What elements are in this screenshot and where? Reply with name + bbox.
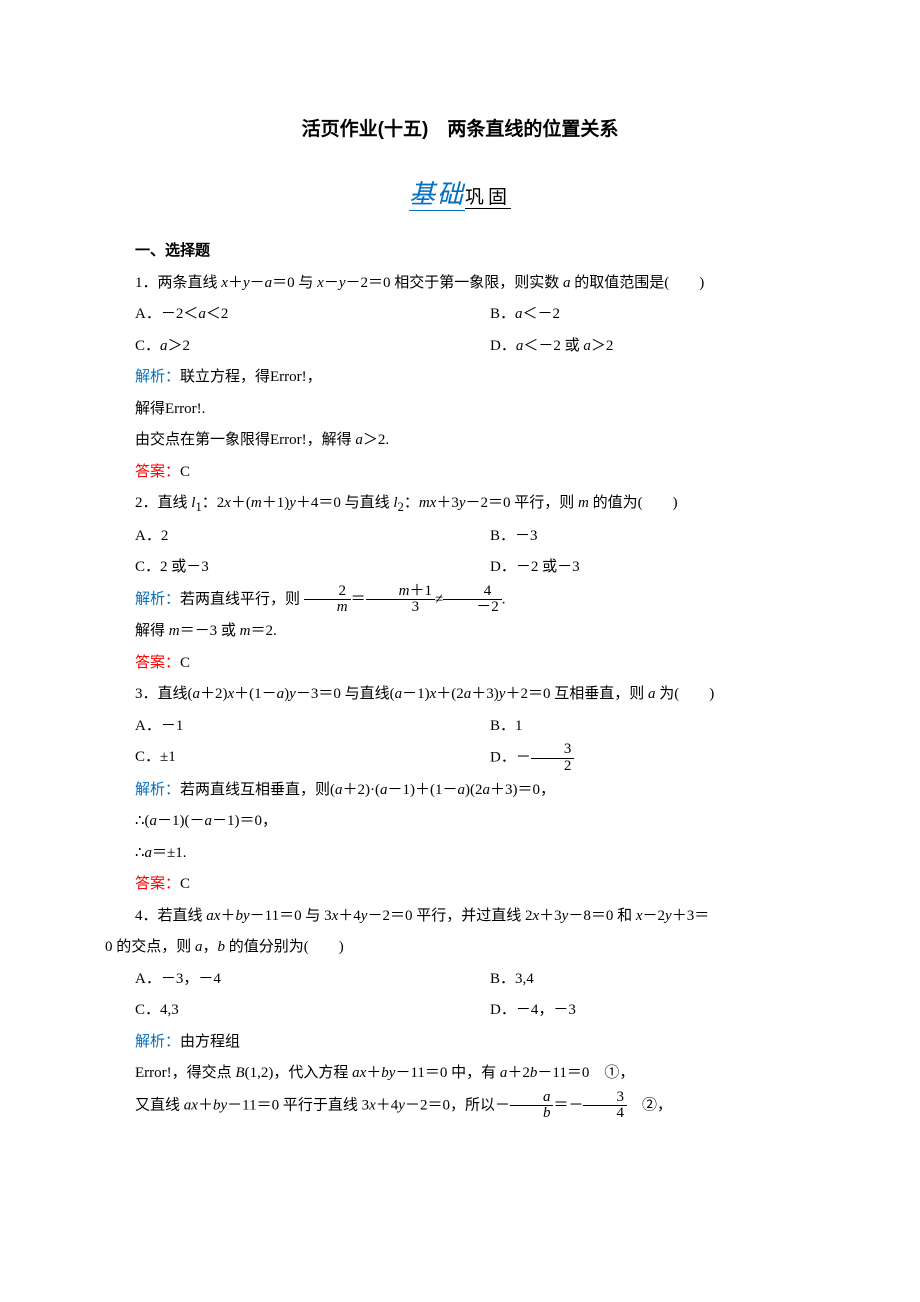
q4-choice-b: B．3,4: [460, 964, 815, 996]
page-subtitle: 基础巩固: [105, 168, 815, 223]
q3-analysis-1: 解析：若两直线互相垂直，则(a＋2)·(a－1)＋(1－a)(2a＋3)＝0，: [105, 775, 815, 807]
answer-label: 答案：: [135, 655, 180, 671]
analysis-label: 解析：: [135, 782, 180, 798]
q2-choice-d: D．－2 或－3: [460, 552, 815, 584]
subtitle-rest: 巩固: [465, 187, 511, 209]
q2-analysis-1: 解析：若两直线平行，则 2m＝m＋13≠4－2.: [105, 584, 815, 617]
q1-choice-a: A．－2＜a＜2: [105, 299, 460, 331]
q2-choice-a: A．2: [105, 521, 460, 553]
q1-analysis-3: 由交点在第一象限得Error!，解得 a＞2.: [105, 425, 815, 457]
q2-stem: 2．直线 l1：2x＋(m＋1)y＋4＝0 与直线 l2：mx＋3y－2＝0 平…: [105, 488, 815, 520]
q4-analysis-3: 又直线 ax＋by－11＝0 平行于直线 3x＋4y－2＝0，所以－ab＝－34…: [105, 1090, 815, 1123]
q3-stem: 3．直线(a＋2)x＋(1－a)y－3＝0 与直线(a－1)x＋(2a＋3)y＋…: [105, 679, 815, 711]
question-2: 2．直线 l1：2x＋(m＋1)y＋4＝0 与直线 l2：mx＋3y－2＝0 平…: [105, 488, 815, 679]
question-1: 1．两条直线 x＋y－a＝0 与 x－y－2＝0 相交于第一象限，则实数 a 的…: [105, 268, 815, 489]
fraction: m＋13: [366, 584, 435, 617]
page-title: 活页作业(十五) 两条直线的位置关系: [105, 110, 815, 150]
fraction: 4－2: [443, 584, 502, 617]
analysis-label: 解析：: [135, 1034, 180, 1050]
fraction: ab: [510, 1090, 554, 1123]
q4-stem-1: 4．若直线 ax＋by－11＝0 与 3x＋4y－2＝0 平行，并过直线 2x＋…: [105, 901, 815, 933]
q4-analysis-1: 解析：由方程组: [105, 1027, 815, 1059]
q1-stem: 1．两条直线 x＋y－a＝0 与 x－y－2＝0 相交于第一象限，则实数 a 的…: [105, 268, 815, 300]
q1-choice-b: B．a＜－2: [460, 299, 815, 331]
q2-choice-b: B．－3: [460, 521, 815, 553]
question-4: 4．若直线 ax＋by－11＝0 与 3x＋4y－2＝0 平行，并过直线 2x＋…: [105, 901, 815, 1123]
question-3: 3．直线(a＋2)x＋(1－a)y－3＝0 与直线(a－1)x＋(2a＋3)y＋…: [105, 679, 815, 901]
q4-choice-d: D．－4，－3: [460, 995, 815, 1027]
answer-label: 答案：: [135, 464, 180, 480]
q4-choice-a: A．－3，－4: [105, 964, 460, 996]
q2-choice-c: C．2 或－3: [105, 552, 460, 584]
q1-answer: 答案：C: [105, 457, 815, 489]
section-heading: 一、选择题: [105, 236, 815, 268]
q3-answer: 答案：C: [105, 869, 815, 901]
q3-choice-b: B．1: [460, 711, 815, 743]
q1-choice-d: D．a＜－2 或 a＞2: [460, 331, 815, 363]
q3-analysis-3: ∴a＝±1.: [105, 838, 815, 870]
q3-analysis-2: ∴(a－1)(－a－1)＝0，: [105, 806, 815, 838]
fraction: 32: [531, 742, 575, 775]
subtitle-hand: 基础: [409, 180, 465, 211]
q1-analysis-2: 解得Error!.: [105, 394, 815, 426]
q1-analysis-1: 解析：联立方程，得Error!，: [105, 362, 815, 394]
answer-label: 答案：: [135, 876, 180, 892]
q3-choice-c: C．±1: [105, 742, 460, 775]
q3-choice-a: A．－1: [105, 711, 460, 743]
q2-answer: 答案：C: [105, 648, 815, 680]
fraction: 34: [583, 1090, 627, 1123]
fraction: 2m: [304, 584, 351, 617]
q3-choice-d: D．－32: [460, 742, 815, 775]
analysis-label: 解析：: [135, 369, 180, 385]
q4-analysis-2: Error!，得交点 B(1,2)，代入方程 ax＋by－11＝0 中，有 a＋…: [105, 1058, 815, 1090]
q4-stem-2: 0 的交点，则 a，b 的值分别为( ): [105, 932, 815, 964]
q4-choice-c: C．4,3: [105, 995, 460, 1027]
q1-choice-c: C．a＞2: [105, 331, 460, 363]
q2-analysis-2: 解得 m＝－3 或 m＝2.: [105, 616, 815, 648]
analysis-label: 解析：: [135, 591, 180, 607]
